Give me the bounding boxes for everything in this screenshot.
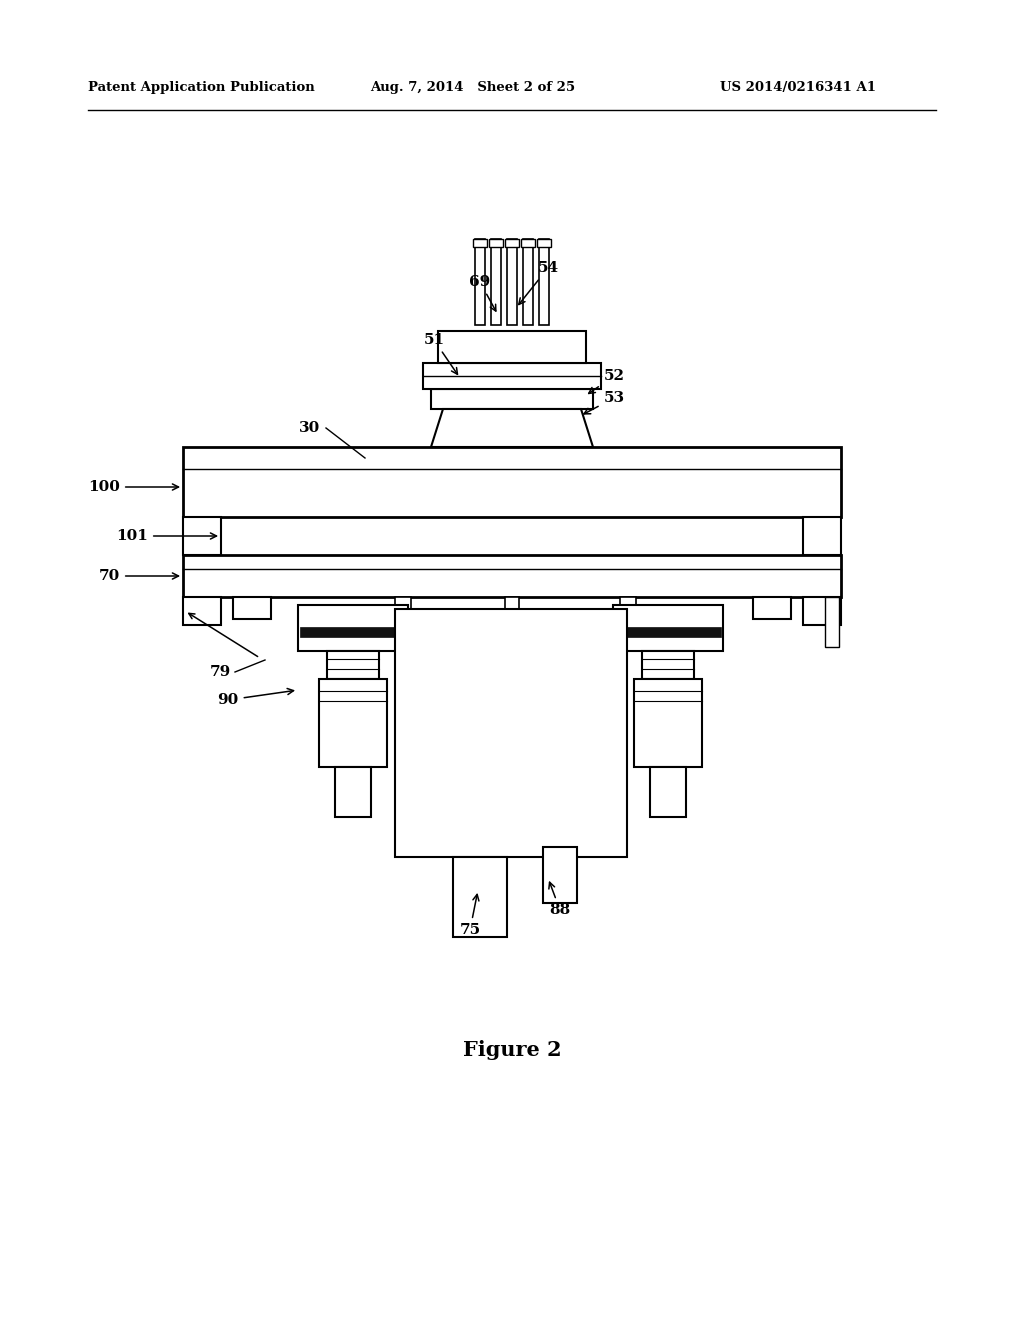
Bar [423,363,601,389]
Bar [183,597,221,624]
Bar [505,597,519,624]
Bar [539,239,549,325]
Bar [453,857,507,937]
Bar [803,597,841,624]
Bar [395,597,411,619]
Bar [473,239,487,247]
Bar [319,678,387,767]
Text: 101: 101 [116,529,216,543]
Text: Figure 2: Figure 2 [463,1040,561,1060]
Text: 69: 69 [469,275,496,312]
Text: Patent Application Publication: Patent Application Publication [88,82,314,95]
Polygon shape [431,409,593,447]
Bar [475,239,485,325]
Bar [634,678,702,767]
Text: 52: 52 [589,370,625,393]
Bar [523,239,534,325]
Text: 75: 75 [460,895,480,937]
Bar [620,597,636,619]
Bar [507,239,517,325]
Text: 70: 70 [98,569,178,583]
Bar [753,597,791,619]
Text: 100: 100 [88,480,178,494]
Text: 53: 53 [584,391,625,414]
Bar [438,331,586,363]
Bar [803,517,841,554]
Text: 54: 54 [519,261,558,305]
Text: 79: 79 [209,665,230,678]
Bar [537,239,551,247]
Text: US 2014/0216341 A1: US 2014/0216341 A1 [720,82,876,95]
Text: Aug. 7, 2014   Sheet 2 of 25: Aug. 7, 2014 Sheet 2 of 25 [370,82,575,95]
Text: 88: 88 [549,882,570,917]
Bar [490,239,501,325]
Bar [500,616,524,627]
Bar [298,605,408,651]
Bar [505,239,519,247]
Bar [615,627,721,638]
Bar [613,605,723,651]
Bar [395,609,627,857]
Bar [825,597,839,647]
Bar [650,767,686,817]
Bar [183,517,221,554]
Text: 30: 30 [299,421,321,436]
Bar [183,554,841,597]
Text: 90: 90 [217,689,294,708]
Bar [183,447,841,517]
Bar [335,767,371,817]
Text: 51: 51 [424,333,458,375]
Bar [543,847,577,903]
Bar [300,627,406,638]
Bar [431,389,593,409]
Bar [521,239,535,247]
Bar [489,239,503,247]
Bar [642,651,694,678]
Bar [327,651,379,678]
Bar [233,597,271,619]
